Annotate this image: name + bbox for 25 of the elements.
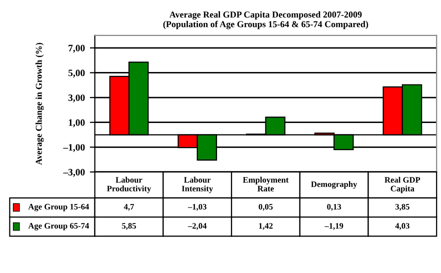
legend-label: Age Group 15-64 [28,204,89,212]
data-label: –2,04 [188,223,207,230]
data-label: 0,13 [327,204,342,211]
x-tick-label: Demography [311,181,358,189]
data-label: 4,03 [395,223,410,230]
y-tick-label: –1,00 [63,144,85,152]
x-tick-label: Real GDP Capita [384,176,420,194]
y-tick-label: –3,00 [63,168,85,177]
x-tick-label: Labour Intensity [182,176,214,194]
y-tick-label: 5,00 [68,70,85,78]
data-label: 1,42 [259,223,273,230]
data-label: 3,85 [395,204,410,211]
data-label: –1,03 [188,204,206,211]
y-tick-label: 3,00 [68,94,85,102]
chart-title: Average Real GDP Capita Decomposed 2007-2009 (Population of Age Groups 15-64 & 65-74 Compared) [163,11,368,30]
y-tick-label: 7,00 [68,44,85,53]
legend-label: Age Group 65-74 [28,223,89,230]
x-tick-label: Labour Productivity [106,176,152,194]
x-tick-label: Employment Rate [242,176,289,192]
data-label: 0,05 [258,204,273,211]
data-label: –1,19 [324,223,344,230]
y-axis-title: Average Change in Growth (%) [36,42,44,165]
y-tick-label: 1,00 [68,119,85,128]
data-label: 4,7 [124,204,134,211]
data-label: 5,85 [122,223,136,230]
